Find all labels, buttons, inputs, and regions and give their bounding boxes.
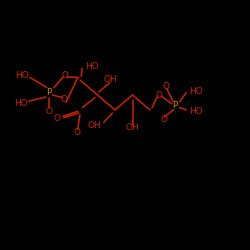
Text: O: O (45, 107, 52, 116)
Text: P: P (172, 100, 178, 110)
Text: OH: OH (126, 123, 140, 132)
Text: HO: HO (85, 62, 99, 71)
Text: O: O (53, 114, 60, 123)
Text: O: O (160, 116, 167, 124)
Text: O: O (155, 90, 162, 100)
Text: HO: HO (14, 99, 28, 108)
Text: O: O (163, 82, 170, 91)
Text: OH: OH (88, 120, 101, 130)
Text: O: O (74, 128, 81, 137)
Text: P: P (46, 88, 52, 97)
Text: O: O (62, 70, 68, 80)
Text: HO: HO (189, 107, 202, 116)
Text: HO: HO (189, 87, 202, 96)
Text: O: O (60, 96, 67, 104)
Text: HO: HO (15, 70, 29, 80)
Text: OH: OH (103, 76, 117, 84)
